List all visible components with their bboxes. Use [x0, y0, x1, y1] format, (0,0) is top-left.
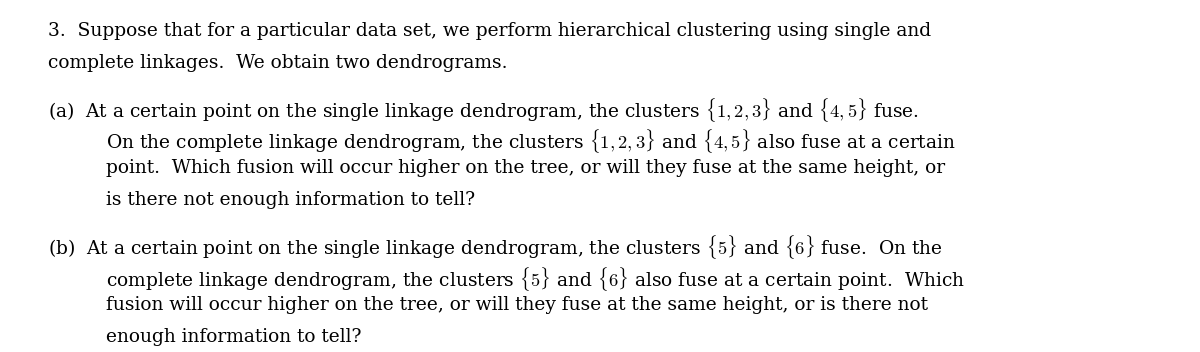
Text: point.  Which fusion will occur higher on the tree, or will they fuse at the sam: point. Which fusion will occur higher on… [106, 159, 944, 177]
Text: is there not enough information to tell?: is there not enough information to tell? [106, 191, 475, 209]
Text: enough information to tell?: enough information to tell? [106, 328, 361, 346]
Text: fusion will occur higher on the tree, or will they fuse at the same height, or i: fusion will occur higher on the tree, or… [106, 296, 928, 314]
Text: complete linkages.  We obtain two dendrograms.: complete linkages. We obtain two dendrog… [48, 54, 508, 71]
Text: On the complete linkage dendrogram, the clusters $\{1,2,3\}$ and $\{4,5\}$ also : On the complete linkage dendrogram, the … [106, 127, 955, 156]
Text: complete linkage dendrogram, the clusters $\{5\}$ and $\{6\}$ also fuse at a cer: complete linkage dendrogram, the cluster… [106, 265, 965, 293]
Text: 3.  Suppose that for a particular data set, we perform hierarchical clustering u: 3. Suppose that for a particular data se… [48, 22, 931, 40]
Text: (b)  At a certain point on the single linkage dendrogram, the clusters $\{5\}$ a: (b) At a certain point on the single lin… [48, 233, 943, 261]
Text: (a)  At a certain point on the single linkage dendrogram, the clusters $\{1,2,3\: (a) At a certain point on the single lin… [48, 96, 919, 124]
